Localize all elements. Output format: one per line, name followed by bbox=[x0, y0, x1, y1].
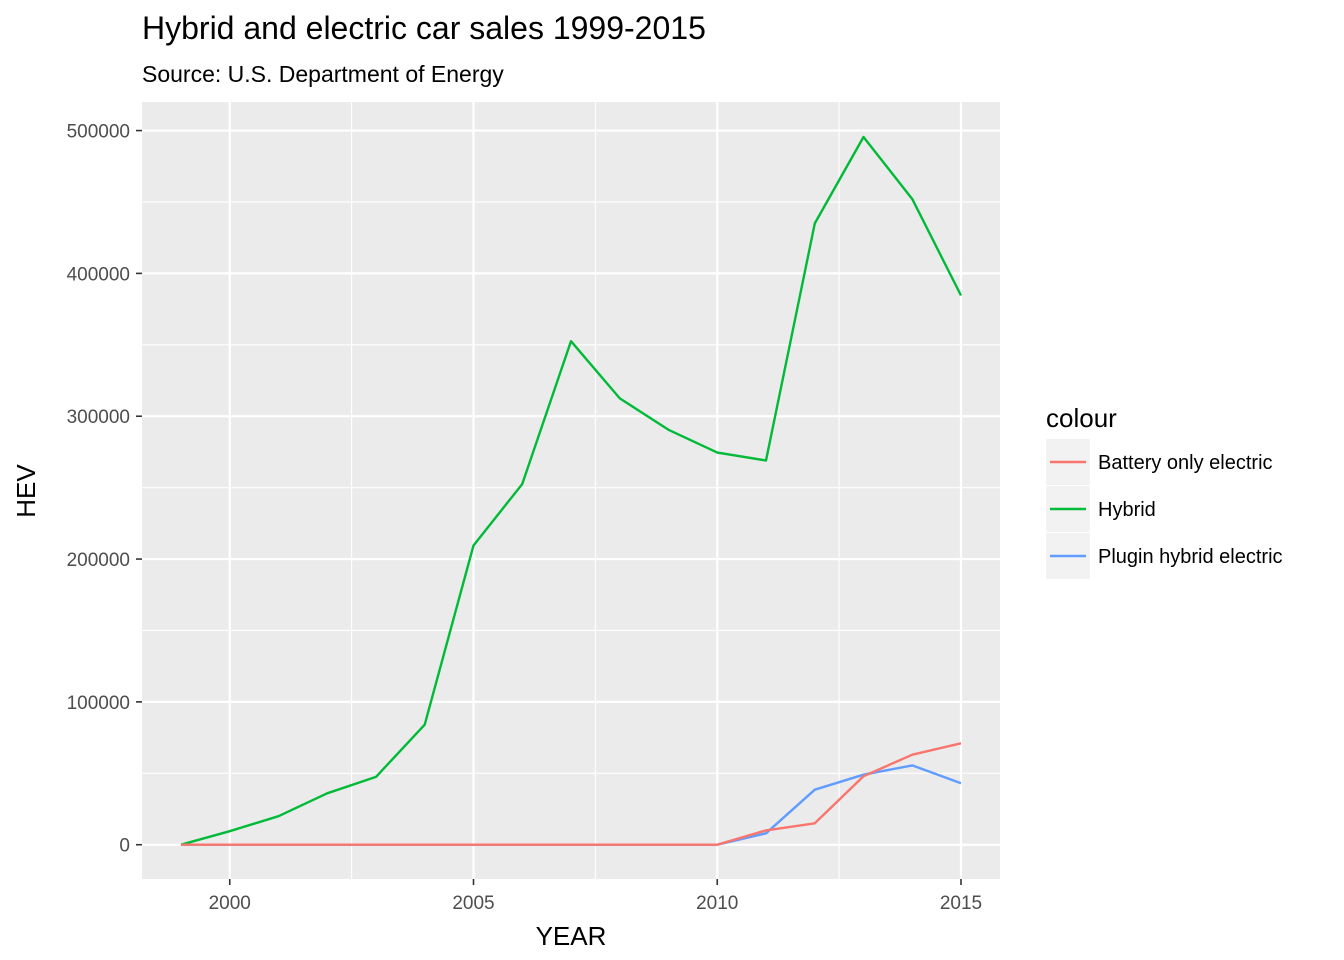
y-tick-label: 200000 bbox=[67, 550, 130, 571]
chart-subtitle: Source: U.S. Department of Energy bbox=[142, 61, 504, 87]
series-lines bbox=[180, 135, 963, 846]
legend-label-hybrid: Hybrid bbox=[1098, 499, 1156, 521]
legend: colour Battery only electric Hybrid Plugin… bbox=[1046, 403, 1283, 579]
legend-title: colour bbox=[1046, 403, 1117, 433]
x-axis-title: YEAR bbox=[536, 921, 607, 951]
y-axis-title: HEV bbox=[11, 464, 41, 518]
y-tick-label: 0 bbox=[119, 836, 130, 857]
y-tick-label: 500000 bbox=[67, 122, 130, 143]
x-tick-label: 2015 bbox=[940, 893, 982, 914]
y-tick-label: 100000 bbox=[67, 693, 130, 714]
axis-tick-labels: 2000 2005 2010 2015 0 100000 200000 300000 40000… bbox=[67, 122, 983, 914]
chart-title: Hybrid and electric car sales 1999-2015 bbox=[142, 10, 706, 46]
axis-ticks bbox=[136, 129, 962, 885]
legend-label-plugin-hybrid-electric: Plugin hybrid electric bbox=[1098, 546, 1283, 568]
y-tick-label: 300000 bbox=[67, 407, 130, 428]
y-tick-label: 400000 bbox=[67, 264, 130, 285]
x-tick-label: 2005 bbox=[452, 893, 494, 914]
series-line-hybrid bbox=[180, 135, 963, 846]
legend-label-battery-only-electric: Battery only electric bbox=[1098, 452, 1273, 474]
x-tick-label: 2000 bbox=[209, 893, 251, 914]
plot-panel bbox=[142, 102, 1000, 879]
x-tick-label: 2010 bbox=[696, 893, 738, 914]
series-line-battery-only-electric bbox=[181, 742, 962, 846]
